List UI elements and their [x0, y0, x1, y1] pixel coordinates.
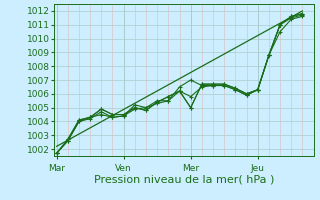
X-axis label: Pression niveau de la mer( hPa ): Pression niveau de la mer( hPa )	[94, 174, 274, 184]
